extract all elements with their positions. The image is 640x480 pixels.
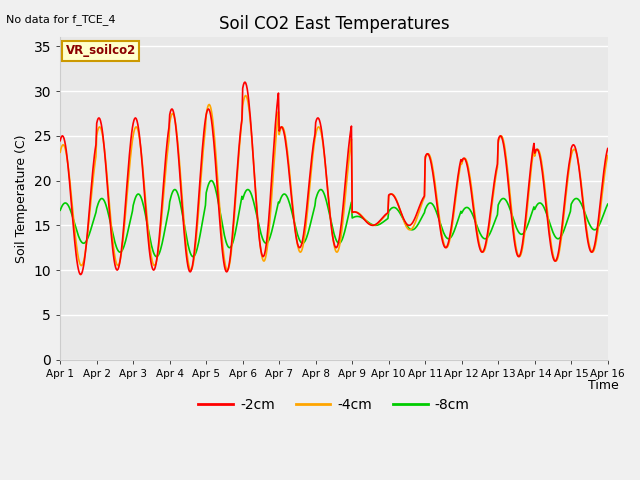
Title: Soil CO2 East Temperatures: Soil CO2 East Temperatures bbox=[219, 15, 449, 33]
Legend: -2cm, -4cm, -8cm: -2cm, -4cm, -8cm bbox=[193, 392, 475, 417]
Y-axis label: Soil Temperature (C): Soil Temperature (C) bbox=[15, 134, 28, 263]
X-axis label: Time: Time bbox=[588, 379, 619, 392]
Text: VR_soilco2: VR_soilco2 bbox=[66, 45, 136, 58]
Text: No data for f_TCE_4: No data for f_TCE_4 bbox=[6, 14, 116, 25]
